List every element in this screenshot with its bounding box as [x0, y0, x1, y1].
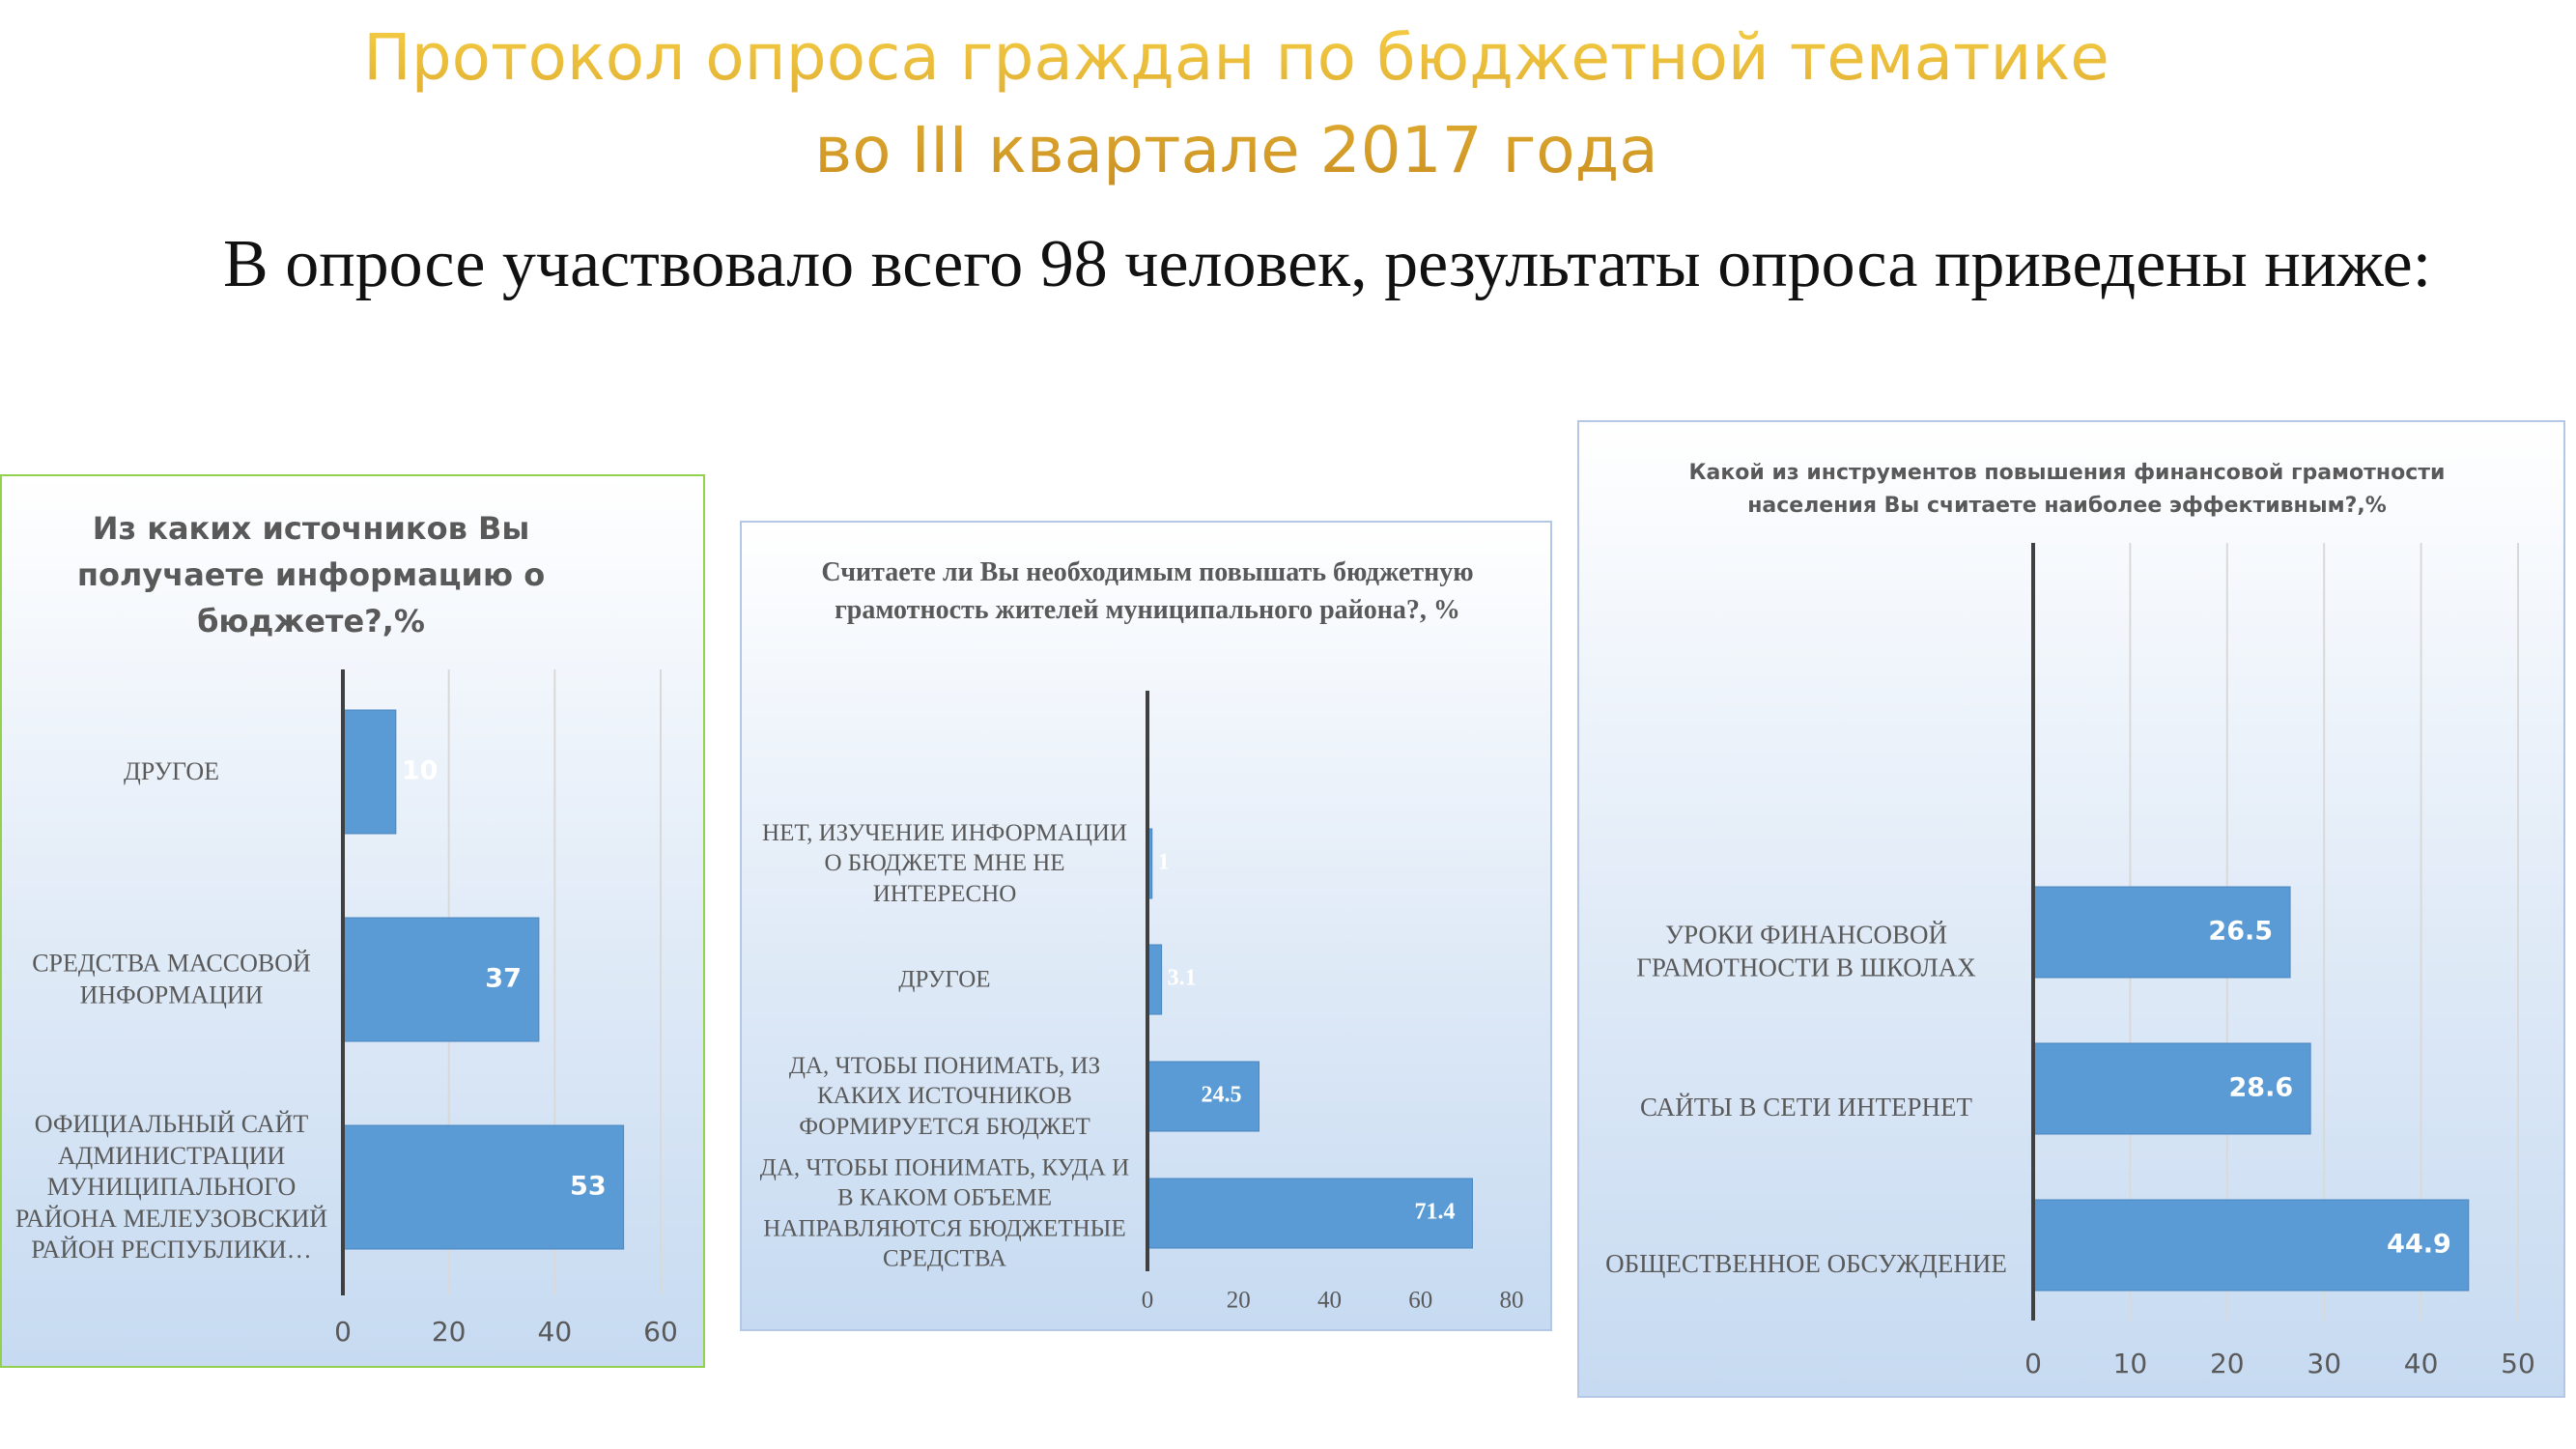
- chart-title: Считаете ли Вы необходимым повышать бюдж…: [821, 557, 1474, 625]
- x-tick-label: 60: [643, 1316, 678, 1348]
- category-label: ДА, ЧТОБЫ ПОНИМАТЬ, ИЗ КАКИХ ИСТОЧНИКОВ …: [788, 1053, 1101, 1140]
- category-label: ДА, ЧТОБЫ ПОНИМАТЬ, КУДА И В КАКОМ ОБЪЕМ…: [759, 1154, 1130, 1272]
- bar: [342, 917, 540, 1042]
- x-tick-label: 30: [2307, 1348, 2341, 1379]
- x-tick-label: 40: [2404, 1348, 2439, 1379]
- category-label: ОФИЦИАЛЬНЫЙ САЙТ АДМИНИСТРАЦИИ МУНИЦИПАЛ…: [14, 1109, 328, 1264]
- slide-title: Протокол опроса граждан по бюджетной тем…: [0, 12, 2473, 197]
- intro-text: В опросе участвовало всего 98 человек, р…: [223, 227, 2432, 301]
- value-label: 53: [570, 1172, 607, 1202]
- category-label: ДРУГОЕ: [124, 756, 219, 785]
- value-label: 1: [1158, 850, 1170, 875]
- plot: 0 20 40 60 80 1 3.1 24.5 71.4: [1142, 691, 1524, 1314]
- plot: 0 10 20 30 40 50 26.5 28.6 44.9: [2024, 543, 2535, 1379]
- x-tick-label: 10: [2113, 1348, 2148, 1379]
- bar: [1146, 944, 1163, 1015]
- x-tick-label: 60: [1408, 1288, 1432, 1314]
- value-label: 44.9: [2387, 1230, 2451, 1260]
- category-label: УРОКИ ФИНАНСОВОЙ ГРАМОТНОСТИ В ШКОЛАХ: [1636, 920, 1976, 981]
- category-label: НЕТ, ИЗУЧЕНИЕ ИНФОРМАЦИИ О БЮДЖЕТЕ МНЕ Н…: [762, 820, 1127, 907]
- value-label: 28.6: [2229, 1073, 2294, 1103]
- bar: [2032, 886, 2291, 979]
- bar: [342, 709, 397, 835]
- value-label: 24.5: [1201, 1083, 1241, 1108]
- value-label: 10: [402, 756, 439, 786]
- x-tick-label: 40: [1317, 1288, 1342, 1314]
- bar: [342, 1124, 625, 1250]
- chart-title: Какой из инструментов повышения финансов…: [1688, 461, 2446, 518]
- title-line: во III квартале 2017 года: [814, 113, 1658, 187]
- x-tick-label: 50: [2501, 1348, 2535, 1379]
- x-tick-label: 0: [334, 1316, 352, 1348]
- chart-panel: Какой из инструментов повышения финансов…: [1577, 420, 2565, 1398]
- category-label: ОБЩЕСТВЕННОЕ ОБСУЖДЕНИЕ: [1605, 1249, 2007, 1279]
- bar: [1146, 1178, 1473, 1249]
- x-tick-label: 20: [2210, 1348, 2245, 1379]
- bar: [1146, 1061, 1260, 1132]
- value-label: 26.5: [2208, 917, 2273, 947]
- category-label: САЙТЫ В СЕТИ ИНТЕРНЕТ: [1640, 1093, 1972, 1122]
- chart-title: Из каких источников Вы получаете информа…: [76, 510, 546, 639]
- category-label: ДРУГОЕ: [898, 966, 991, 993]
- bar: [2032, 1199, 2470, 1292]
- x-tick-label: 20: [1227, 1288, 1251, 1314]
- value-label: 37: [485, 964, 522, 994]
- value-label: 3.1: [1168, 966, 1197, 991]
- x-tick-label: 80: [1500, 1288, 1524, 1314]
- x-tick-label: 0: [1142, 1288, 1154, 1314]
- x-tick-label: 0: [2024, 1348, 2042, 1379]
- chart-panel: Считаете ли Вы необходимым повышать бюдж…: [740, 521, 1552, 1331]
- category-label: СРЕДСТВА МАССОВОЙ ИНФОРМАЦИИ: [32, 949, 311, 1009]
- value-label: 71.4: [1414, 1200, 1455, 1225]
- plot: 0 20 40 60 10 37 53: [334, 669, 678, 1348]
- title-line: Протокол опроса граждан по бюджетной тем…: [363, 20, 2109, 95]
- chart-panel: Из каких источников Вы получаете информа…: [0, 474, 705, 1368]
- x-tick-label: 40: [538, 1316, 573, 1348]
- bar: [2032, 1042, 2311, 1135]
- x-tick-label: 20: [432, 1316, 467, 1348]
